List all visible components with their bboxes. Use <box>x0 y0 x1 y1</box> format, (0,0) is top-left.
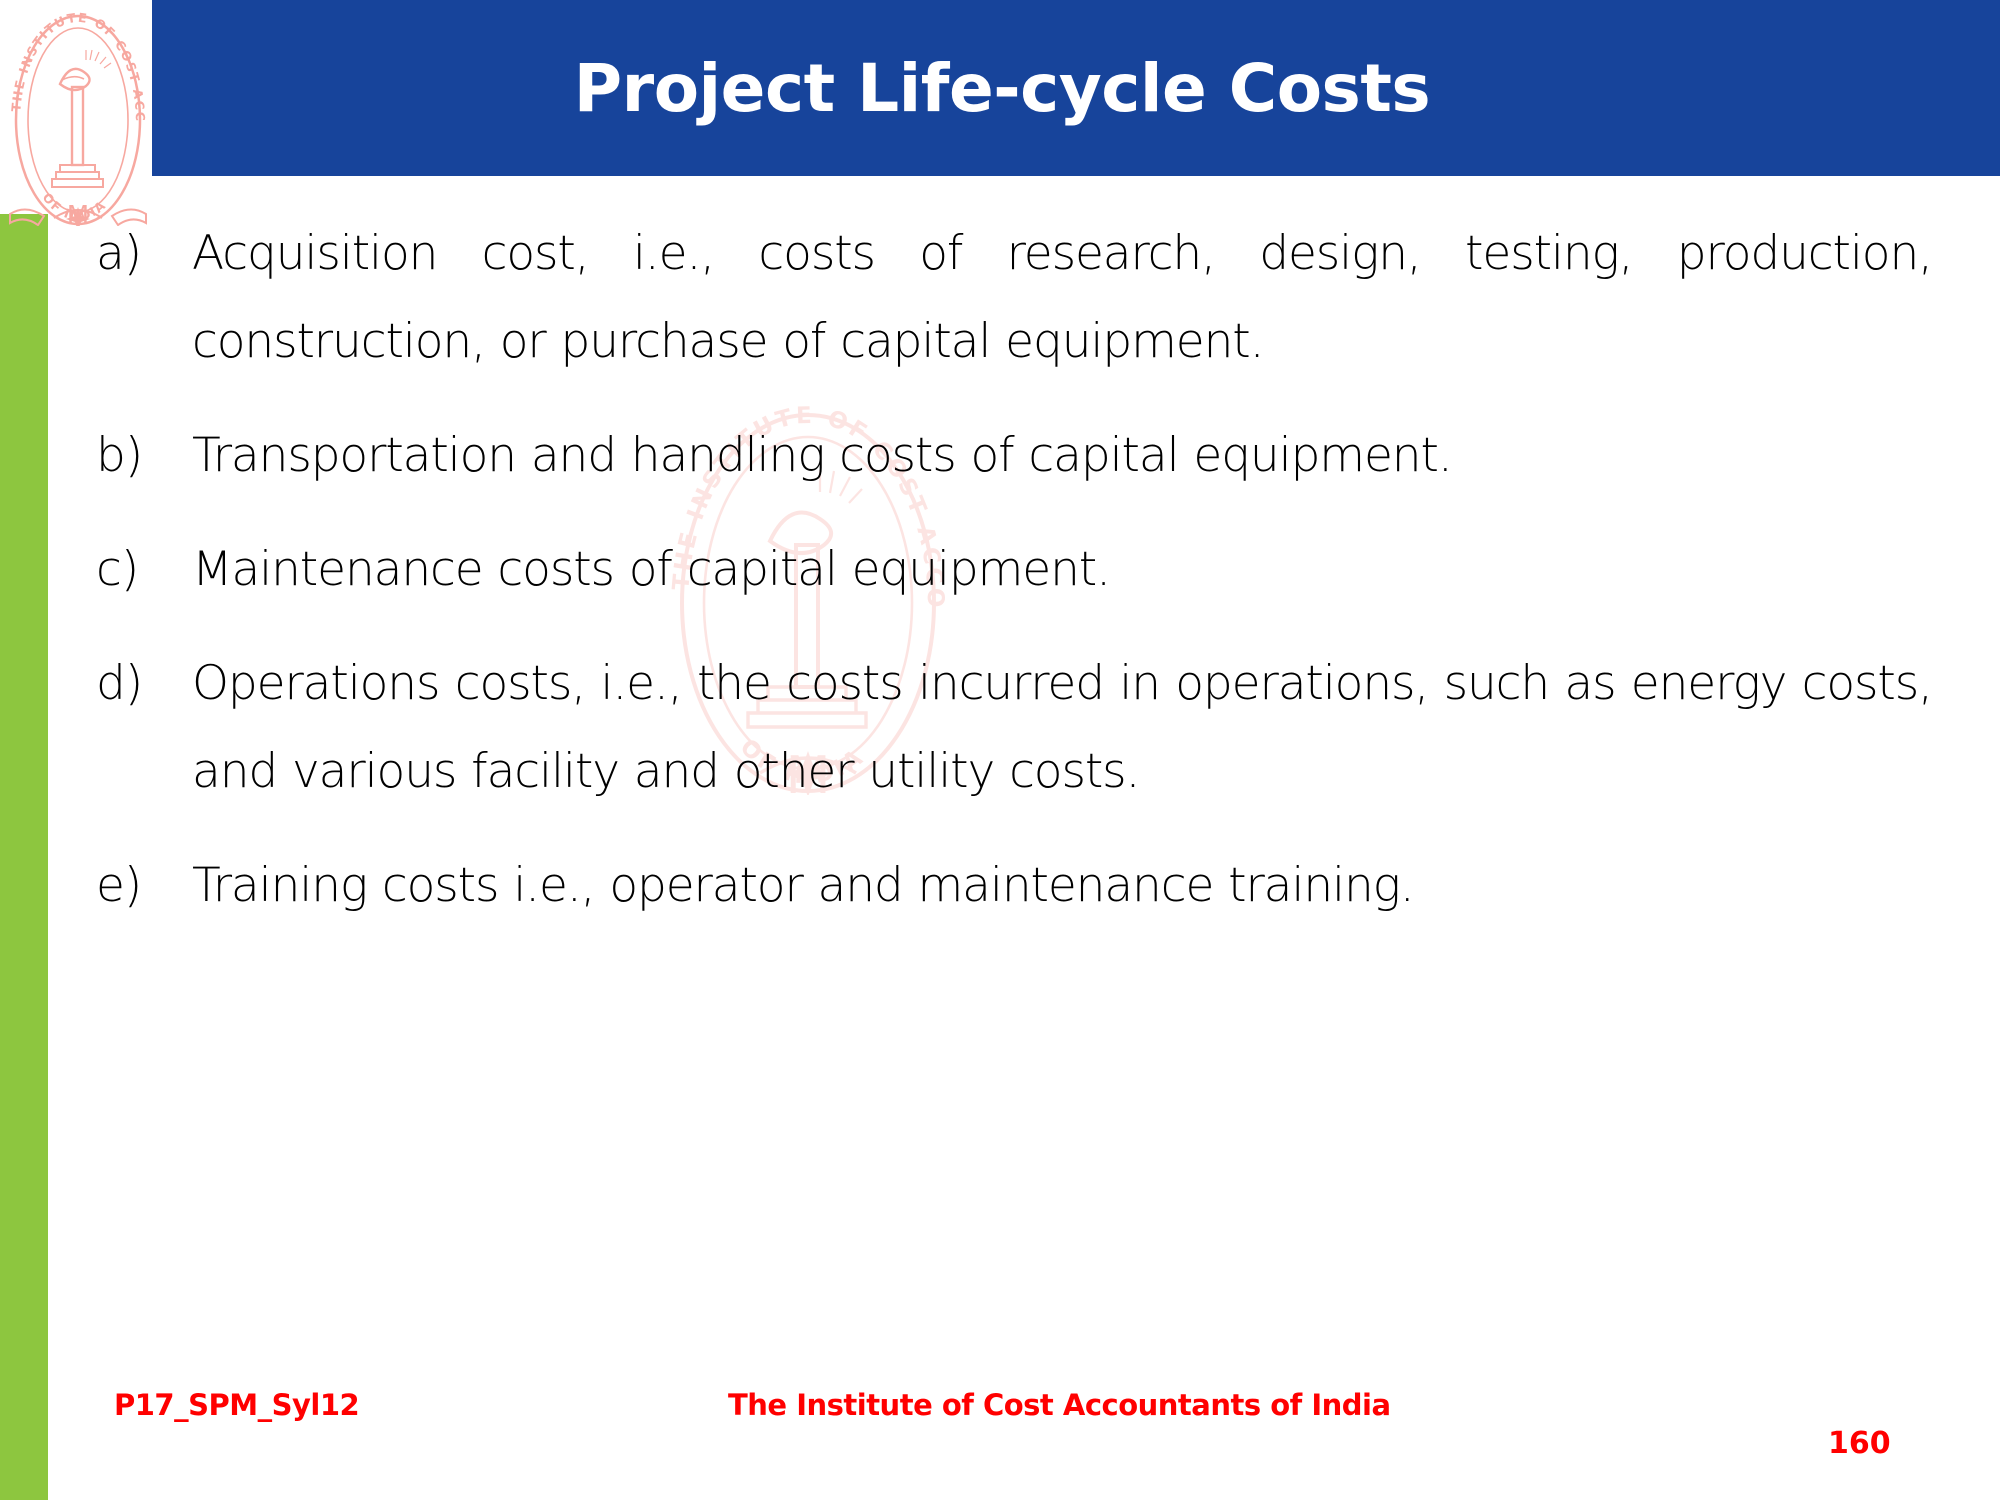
list-item-marker: b) <box>96 428 143 483</box>
list-item-marker: c) <box>96 542 139 597</box>
list-item-marker: d) <box>96 656 143 711</box>
list-item-text: Training costs i.e., operator and mainte… <box>192 858 1415 913</box>
svg-text:M: M <box>67 201 89 226</box>
page-title: Project Life-cycle Costs <box>573 49 1431 127</box>
list-item: e) Training costs i.e., operator and mai… <box>96 842 1932 930</box>
svg-text:THE INSTITUTE OF COST ACCOUNTA: THE INSTITUTE OF COST ACCOUNTANTS <box>2 2 148 123</box>
list-item-text: Acquisition cost, i.e., costs of researc… <box>192 226 1933 369</box>
footer-course-code: P17_SPM_Syl12 <box>114 1388 360 1422</box>
list-item-marker: a) <box>96 226 142 281</box>
left-accent-bar <box>0 214 48 1500</box>
list-item: d) Operations costs, i.e., the costs inc… <box>96 640 1933 816</box>
institute-logo-icon: THE INSTITUTE OF COST ACCOUNTANTS OF IND… <box>2 2 154 226</box>
list-item: a) Acquisition cost, i.e., costs of rese… <box>96 210 1933 386</box>
list-item-text: Operations costs, i.e., the costs incurr… <box>192 656 1933 799</box>
list-item: b) Transportation and handling costs of … <box>96 412 1932 500</box>
footer-page-number: 160 <box>1828 1426 1891 1461</box>
content-list: a) Acquisition cost, i.e., costs of rese… <box>96 210 1933 956</box>
list-item-marker: e) <box>96 858 142 913</box>
footer-institute-name: The Institute of Cost Accountants of Ind… <box>728 1388 1391 1422</box>
list-item-text: Transportation and handling costs of cap… <box>192 428 1453 483</box>
header-band <box>152 0 2000 176</box>
slide-footer: P17_SPM_Syl12 The Institute of Cost Acco… <box>0 1382 2000 1500</box>
list-item: c) Maintenance costs of capital equipmen… <box>96 526 1932 614</box>
list-item-text: Maintenance costs of capital equipment. <box>192 542 1111 597</box>
